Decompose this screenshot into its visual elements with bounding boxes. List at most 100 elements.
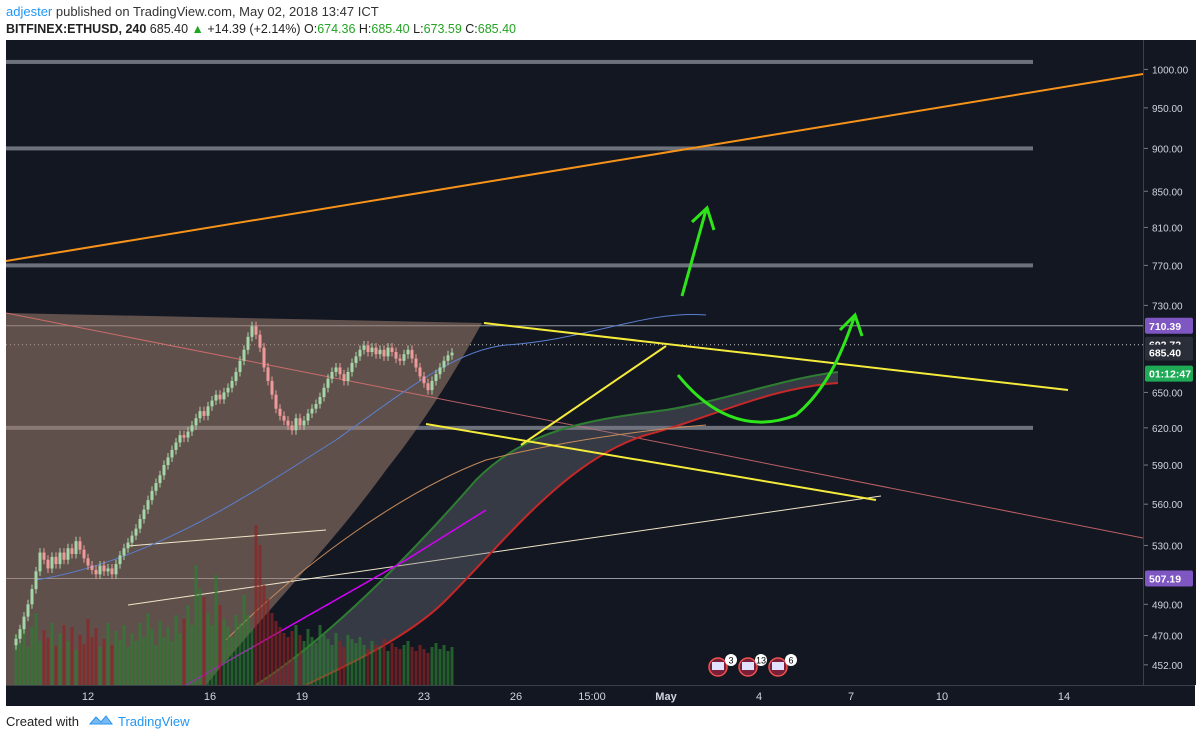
x-tick-label: 10 — [936, 691, 948, 703]
volume-bar — [254, 525, 258, 685]
orange-trendline — [5, 73, 1144, 262]
candle — [190, 425, 194, 432]
candle — [162, 465, 166, 476]
volume-bar — [154, 645, 158, 685]
price-tag-label: 710.39 — [1149, 321, 1181, 333]
volume-bar — [294, 625, 298, 685]
level-line — [6, 59, 1033, 64]
bollinger-line — [35, 313, 707, 581]
x-tick-label: 26 — [510, 691, 522, 703]
candle — [254, 326, 258, 335]
price-axis[interactable]: 1000.00 950.00 900.00 850.00 810.00 770.00 730… — [1143, 40, 1196, 685]
candle — [186, 431, 190, 438]
volume-bar — [314, 643, 318, 685]
volume-bar — [110, 645, 114, 685]
volume-bar — [282, 633, 286, 685]
volume-bar — [174, 615, 178, 685]
volume-bar — [130, 633, 134, 685]
y-tick-label: 452.00 — [1152, 661, 1183, 672]
price-chart[interactable]: 3 13 6 — [5, 40, 1144, 686]
green-arrow — [680, 209, 708, 297]
volume-bar — [122, 625, 126, 685]
volume-bar — [38, 641, 42, 685]
symbol-name[interactable]: BITFINEX:ETHUSD, 240 — [6, 22, 147, 36]
volume-bar — [178, 633, 182, 685]
volume-bar — [158, 621, 162, 685]
volume-bar — [78, 635, 82, 685]
candle — [214, 394, 218, 401]
footer: Created with TradingView — [0, 706, 1201, 739]
volume-bar — [390, 643, 394, 685]
candle — [98, 565, 102, 575]
event-count: 13 — [756, 656, 766, 666]
time-axis[interactable]: 12 16 19 23 26 15:00 May 4 7 10 14 — [6, 685, 1195, 706]
candle — [358, 349, 362, 357]
candle — [26, 604, 30, 617]
candle — [350, 363, 354, 372]
volume-bar — [150, 629, 154, 685]
candle — [218, 394, 222, 400]
volume-bar — [194, 565, 198, 685]
x-tick-label: 15:00 — [578, 691, 606, 703]
candle — [430, 380, 434, 391]
candle — [378, 349, 382, 355]
candle — [446, 355, 450, 361]
candle — [238, 360, 242, 372]
x-tick-label: 23 — [418, 691, 430, 703]
volume-bar — [202, 597, 206, 685]
candle — [70, 548, 74, 554]
candle — [262, 347, 266, 368]
volume-bar — [166, 627, 170, 685]
green-arrow-head — [690, 205, 716, 231]
volume-bar — [278, 627, 282, 685]
candle — [434, 374, 438, 381]
low-label: L: — [413, 22, 424, 36]
volume-bar — [230, 637, 234, 685]
chart-pane[interactable]: 3 13 6 — [5, 40, 1144, 686]
volume-bar — [30, 627, 34, 685]
candle — [330, 371, 334, 379]
candle — [158, 475, 162, 484]
x-tick-label: 12 — [82, 691, 94, 703]
candle — [410, 349, 414, 359]
candle — [146, 500, 150, 510]
volume-bar — [346, 635, 350, 685]
event-count-badge — [755, 654, 767, 666]
volume-bar — [426, 653, 430, 685]
header-bar: adjester published on TradingView.com, M… — [0, 0, 1201, 40]
volume-bar — [318, 625, 322, 685]
volume-bar — [190, 625, 194, 685]
level-line — [6, 146, 1033, 151]
candle — [258, 334, 262, 348]
candle — [174, 442, 178, 450]
volume-bar — [238, 623, 242, 685]
open-value: 674.36 — [317, 22, 356, 36]
candle — [366, 345, 370, 353]
candle — [166, 457, 170, 466]
volume-bar — [310, 637, 314, 685]
volume-bar — [162, 637, 166, 685]
volume-bar — [210, 625, 214, 685]
volume-bar — [358, 637, 362, 685]
candle — [318, 397, 322, 405]
volume-bar — [414, 651, 418, 685]
up-arrow-icon: ▲ — [191, 22, 204, 36]
tradingview-link[interactable]: TradingView — [118, 714, 190, 729]
candle — [374, 347, 378, 355]
candle — [22, 616, 26, 630]
candle — [406, 349, 410, 355]
volume-bar — [258, 545, 262, 685]
x-tick-label: 16 — [204, 691, 216, 703]
last-price: 685.40 — [149, 22, 189, 36]
y-tick-label: 850.00 — [1152, 187, 1183, 198]
candle — [422, 376, 426, 384]
candle — [62, 552, 66, 560]
volume-bar — [70, 627, 74, 685]
y-tick-label: 470.00 — [1152, 632, 1183, 643]
author-link[interactable]: adjester — [6, 4, 53, 19]
price-tag — [1145, 365, 1193, 382]
candle — [142, 509, 146, 520]
change-value: +14.39 (+2.14%) — [207, 22, 301, 36]
created-with-text: Created with — [6, 714, 79, 729]
volume-bar — [306, 629, 310, 685]
